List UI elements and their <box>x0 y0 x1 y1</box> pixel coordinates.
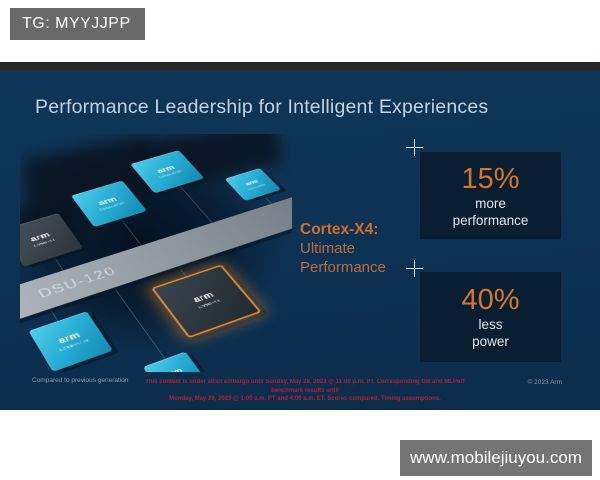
slide: Performance Leadership for Intelligent E… <box>0 70 600 410</box>
stat-label: less <box>478 317 503 332</box>
slide-title: Performance Leadership for Intelligent E… <box>35 96 489 118</box>
stat-performance: 15% more performance <box>420 152 561 239</box>
callout-line: Performance <box>300 259 386 276</box>
watermark-bottom-right-text: www.mobilejiuyou.com <box>410 448 582 467</box>
watermark-top-left: TG: MYYJJPP <box>10 8 145 40</box>
stat-label: performance <box>452 212 529 228</box>
connector-line <box>49 308 59 322</box>
embargo-notice: This content is under strict embargo unt… <box>140 378 470 404</box>
cortex-x4-callout: Cortex-X4: Ultimate Performance <box>300 220 430 277</box>
embargo-line: Monday, May 29, 2023 @ 1:00 a.m. PT and … <box>169 396 441 402</box>
connector-line <box>179 186 213 223</box>
watermark-bottom-right: www.mobilejiuyou.com <box>400 440 592 476</box>
chip-cortex-a720: arm Cortex-A720 <box>28 311 113 372</box>
copyright-text: © 2023 Arm <box>527 379 562 386</box>
chip-label: Cortex-X4 <box>197 298 221 310</box>
crosshair-icon <box>406 139 423 156</box>
stat-label: power <box>472 334 509 349</box>
callout-heading: Cortex-X4: <box>300 221 379 238</box>
chip-diagram: DSU-120 arm Cortex-X4 arm Cortex-A720 ar… <box>20 134 292 372</box>
chip-cortex-a720: arm Cortex-A720 <box>130 150 205 194</box>
stat-power: 40% less power <box>420 272 561 362</box>
callout-line: Ultimate <box>300 240 356 257</box>
connector-line <box>113 287 166 360</box>
stat-value: 15% <box>461 162 520 195</box>
chip-cortex-x4-dark: arm Cortex-X4 <box>20 213 84 267</box>
crosshair-icon <box>406 260 423 277</box>
dsu-bar: DSU-120 <box>20 186 292 336</box>
chip-cortex-a720: arm Cortex-A720 <box>70 180 148 228</box>
chip-cortex-x4-highlighted: arm Cortex-X4 <box>151 264 262 339</box>
chip-cortex-a520: arm Cortex-A520 <box>224 168 282 201</box>
arm-logo: arm <box>164 365 184 372</box>
watermark-top-left-text: TG: MYYJJPP <box>22 15 131 32</box>
stat-label: more <box>475 195 506 211</box>
chip-cortex-a520: arm Cortex-A520 <box>142 351 209 372</box>
connector-line <box>53 256 64 271</box>
comparison-footnote: Compared to previous generation <box>32 377 129 384</box>
stat-value: 40% <box>461 284 520 316</box>
embargo-line: This content is under strict embargo unt… <box>145 379 465 394</box>
letterbox-strip <box>0 62 600 70</box>
connector-line <box>263 195 272 204</box>
connector-line <box>120 218 142 246</box>
